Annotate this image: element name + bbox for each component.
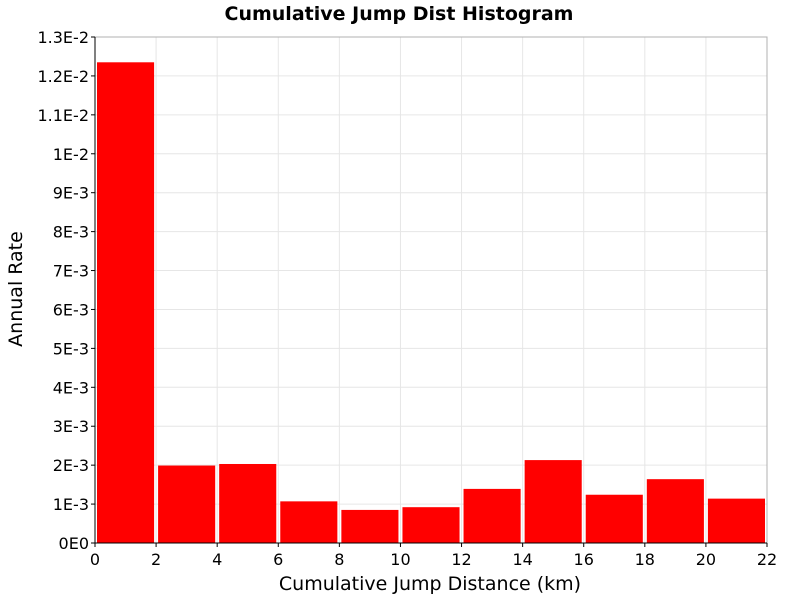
histogram-bar-6 xyxy=(463,488,521,543)
histogram-bar-0 xyxy=(97,62,155,544)
histogram-bar-3 xyxy=(280,501,338,543)
y-tick-label-3: 3E-3 xyxy=(53,417,89,436)
x-tick-label-9: 18 xyxy=(635,550,655,569)
y-tick-label-0: 0E0 xyxy=(59,534,89,553)
histogram-bar-4 xyxy=(341,509,399,543)
histogram-bar-1 xyxy=(158,465,216,543)
x-tick-label-3: 6 xyxy=(273,550,283,569)
x-tick-label-5: 10 xyxy=(390,550,410,569)
x-tick-label-0: 0 xyxy=(90,550,100,569)
histogram-bar-2 xyxy=(219,463,277,543)
y-tick-label-7: 7E-3 xyxy=(53,262,89,281)
y-tick-label-11: 1.1E-2 xyxy=(37,106,89,125)
y-tick-label-5: 5E-3 xyxy=(53,339,89,358)
histogram-bar-7 xyxy=(524,460,582,543)
y-tick-label-6: 6E-3 xyxy=(53,300,89,319)
histogram-bar-10 xyxy=(707,498,765,543)
y-tick-label-4: 4E-3 xyxy=(53,378,89,397)
y-tick-label-8: 8E-3 xyxy=(53,223,89,242)
x-tick-label-11: 22 xyxy=(757,550,777,569)
x-tick-label-2: 4 xyxy=(212,550,222,569)
x-tick-label-6: 12 xyxy=(451,550,471,569)
y-tick-labels: 0E0 1E-3 2E-3 3E-3 4E-3 5E-3 6E-3 7E-3 8E-3 9E-3 1… xyxy=(37,28,89,553)
y-tick-label-13: 1.3E-2 xyxy=(37,28,89,47)
y-tick-label-1: 1E-3 xyxy=(53,495,89,514)
y-tick-label-10: 1E-2 xyxy=(53,145,89,164)
y-tick-label-12: 1.2E-2 xyxy=(37,67,89,86)
y-tick-label-2: 2E-3 xyxy=(53,456,89,475)
x-tick-label-1: 2 xyxy=(151,550,161,569)
x-tick-labels: 0 2 4 6 8 10 12 14 16 18 20 22 xyxy=(90,550,777,569)
histogram-bar-9 xyxy=(646,479,704,543)
chart-title: Cumulative Jump Dist Histogram xyxy=(225,3,574,25)
x-tick-label-10: 20 xyxy=(696,550,716,569)
histogram-bar-8 xyxy=(585,494,643,543)
y-axis-label: Annual Rate xyxy=(5,231,27,347)
x-tick-label-7: 14 xyxy=(512,550,532,569)
axes xyxy=(91,36,768,547)
x-axis-label: Cumulative Jump Distance (km) xyxy=(279,573,581,595)
y-tick-label-9: 9E-3 xyxy=(53,184,89,203)
histogram-bar-5 xyxy=(402,507,460,543)
x-tick-label-4: 8 xyxy=(334,550,344,569)
bars xyxy=(97,62,765,544)
x-tick-label-8: 16 xyxy=(574,550,594,569)
